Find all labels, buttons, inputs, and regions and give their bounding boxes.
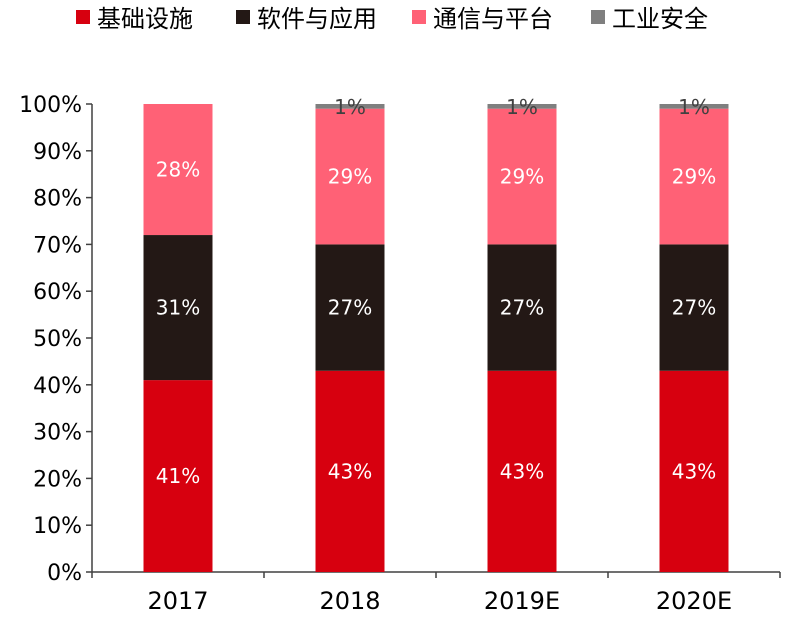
- data-label-3-2: 1%: [506, 95, 538, 119]
- bars: [143, 104, 729, 572]
- bar-0-1: [315, 370, 385, 572]
- data-label-1-3: 27%: [672, 296, 716, 320]
- y-tick-label-7: 70%: [33, 233, 82, 258]
- legend: 基础设施 软件与应用 通信与平台 工业安全: [76, 5, 708, 33]
- bar-2-0: [143, 104, 213, 236]
- bar-1-3: [659, 244, 729, 371]
- legend-label-3: 工业安全: [612, 5, 708, 33]
- data-label-1-1: 27%: [328, 296, 372, 320]
- bar-1-2: [487, 244, 557, 371]
- y-tick-label-0: 0%: [47, 561, 82, 586]
- legend-swatch-1: [236, 10, 250, 24]
- legend-swatch-2: [412, 10, 426, 24]
- bar-1-1: [315, 244, 385, 371]
- y-tick-label-4: 40%: [33, 374, 82, 399]
- y-tick-label-1: 10%: [33, 514, 82, 539]
- data-label-3-1: 1%: [334, 95, 366, 119]
- data-label-2-2: 29%: [500, 165, 544, 189]
- y-tick-label-2: 20%: [33, 467, 82, 492]
- data-label-2-0: 28%: [156, 158, 200, 182]
- data-label-2-3: 29%: [672, 165, 716, 189]
- data-label-3-3: 1%: [678, 95, 710, 119]
- bar-0-2: [487, 370, 557, 572]
- legend-swatch-3: [591, 10, 605, 24]
- bar-2-1: [315, 108, 385, 245]
- bar-1-0: [143, 235, 213, 381]
- y-tick-label-10: 100%: [19, 93, 82, 118]
- x-tick-label-1: 2018: [319, 587, 380, 615]
- data-labels: 41% 31% 28% 43% 27% 29% 1% 43% 27% 29% 1% 43% 27% 29%…: [156, 95, 716, 488]
- y-tick-label-8: 80%: [33, 187, 82, 212]
- y-tick-label-6: 60%: [33, 280, 82, 305]
- bar-3-3: [659, 104, 729, 109]
- y-tick-label-5: 50%: [33, 327, 82, 352]
- legend-label-1: 软件与应用: [257, 5, 377, 33]
- data-label-0-1: 43%: [328, 459, 372, 483]
- y-tick-label-3: 30%: [33, 421, 82, 446]
- data-label-0-3: 43%: [672, 459, 716, 483]
- x-tick-label-3: 2020E: [656, 587, 732, 615]
- data-label-1-2: 27%: [500, 296, 544, 320]
- legend-swatch-0: [76, 10, 90, 24]
- x-tick-label-2: 2019E: [484, 587, 560, 615]
- bar-2-2: [487, 108, 557, 245]
- data-label-2-1: 29%: [328, 165, 372, 189]
- axes: 0% 10% 20% 30% 40% 50% 60% 70% 80% 90% 100% 2017 201…: [19, 93, 781, 615]
- data-label-0-2: 43%: [500, 459, 544, 483]
- bar-3-1: [315, 104, 385, 109]
- bar-3-2: [487, 104, 557, 109]
- bar-2-3: [659, 108, 729, 245]
- legend-label-2: 通信与平台: [433, 5, 553, 33]
- x-tick-label-0: 2017: [147, 587, 208, 615]
- bar-0-0: [143, 380, 213, 572]
- bar-0-3: [659, 370, 729, 572]
- y-tick-label-9: 90%: [33, 140, 82, 165]
- data-label-0-0: 41%: [156, 464, 200, 488]
- data-label-1-0: 31%: [156, 296, 200, 320]
- legend-label-0: 基础设施: [97, 5, 193, 33]
